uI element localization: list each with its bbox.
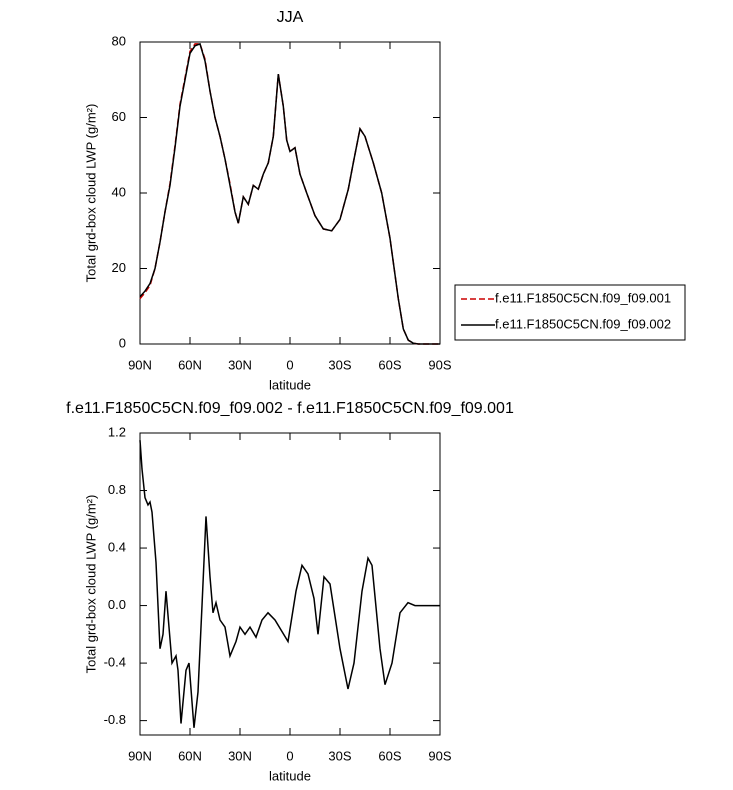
chart-title: f.e11.F1850C5CN.f09_f09.002 - f.e11.F185… bbox=[66, 400, 514, 417]
legend-label: f.e11.F1850C5CN.f09_f09.002 bbox=[495, 316, 671, 331]
x-tick-label: 90N bbox=[128, 748, 152, 763]
y-tick-label: 0.4 bbox=[108, 539, 126, 554]
x-tick-label: 60S bbox=[378, 357, 401, 372]
legend-label: f.e11.F1850C5CN.f09_f09.001 bbox=[495, 290, 671, 305]
y-tick-label: 0.0 bbox=[108, 597, 126, 612]
x-tick-label: 60N bbox=[178, 357, 202, 372]
y-tick-label: -0.4 bbox=[104, 655, 126, 670]
x-axis-label: latitude bbox=[269, 377, 311, 392]
x-tick-label: 30N bbox=[228, 748, 252, 763]
data-line bbox=[139, 440, 440, 728]
y-tick-label: 0.8 bbox=[108, 482, 126, 497]
y-tick-label: 60 bbox=[112, 109, 126, 124]
plot-frame bbox=[139, 432, 441, 736]
x-tick-label: 30N bbox=[228, 357, 252, 372]
x-tick-label: 0 bbox=[286, 748, 293, 763]
x-axis-label: latitude bbox=[269, 768, 311, 783]
y-tick-label: 1.2 bbox=[108, 424, 126, 439]
y-tick-label: 40 bbox=[112, 184, 126, 199]
y-axis-label: Total grd-box cloud LWP (g/m²) bbox=[83, 495, 98, 674]
data-line bbox=[139, 43, 440, 345]
x-tick-label: 90S bbox=[428, 357, 451, 372]
x-tick-label: 0 bbox=[286, 357, 293, 372]
x-tick-label: 90N bbox=[128, 357, 152, 372]
x-tick-label: 60S bbox=[378, 748, 401, 763]
y-axis-label: Total grd-box cloud LWP (g/m²) bbox=[83, 104, 98, 283]
x-tick-label: 90S bbox=[428, 748, 451, 763]
chart-title: JJA bbox=[277, 9, 304, 26]
y-tick-label: 20 bbox=[112, 260, 126, 275]
data-line bbox=[139, 42, 440, 345]
legend-box bbox=[454, 284, 686, 341]
y-tick-label: -0.8 bbox=[104, 712, 126, 727]
plot-frame bbox=[139, 41, 441, 345]
x-tick-label: 30S bbox=[328, 357, 351, 372]
x-tick-label: 60N bbox=[178, 748, 202, 763]
y-tick-label: 0 bbox=[119, 335, 126, 350]
y-tick-label: 80 bbox=[112, 33, 126, 48]
x-tick-label: 30S bbox=[328, 748, 351, 763]
